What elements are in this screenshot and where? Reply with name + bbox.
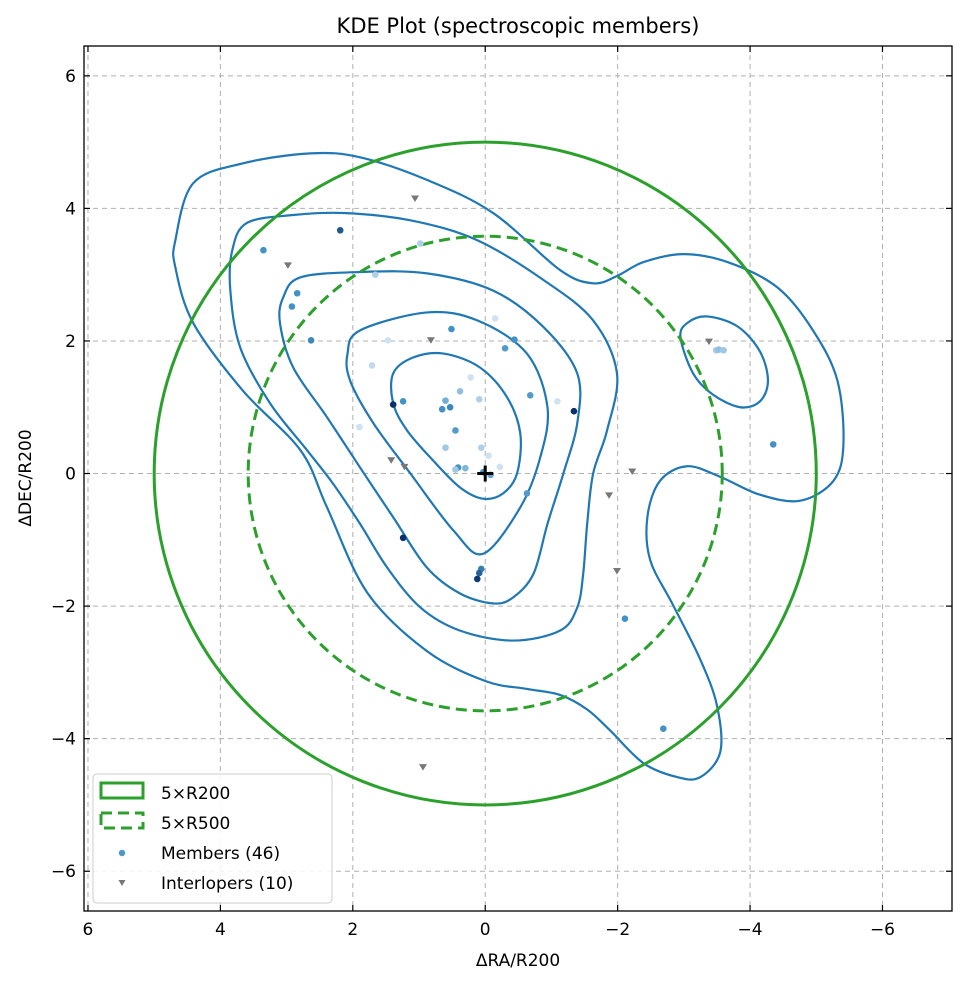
y-tick-label: 6 [65,67,76,87]
member-point [621,615,629,622]
r500-circle [246,234,724,713]
y-tick-label: 2 [65,332,76,352]
kde-contour [345,310,550,556]
interloper-point [705,338,714,346]
interloper-point [418,764,427,771]
ticks: 6 4 2 0 −2 −4 −6 −6 −4 −2 0 2 4 6 [51,46,952,940]
member-point [523,490,531,497]
member-point [467,374,474,381]
member-point [417,240,424,247]
member-point [501,344,509,352]
interloper-point [387,457,396,464]
member-point [399,534,407,542]
axes-frame [83,45,953,912]
x-tick-label: −6 [870,920,895,940]
member-point [769,441,777,448]
x-tick-label: 6 [83,920,94,940]
member-point [446,403,454,411]
legend-marker-interlopers [118,880,126,886]
member-point [452,466,459,473]
kde-contour [172,151,845,781]
interloper-point [283,262,292,269]
member-point [660,725,667,733]
member-point [372,271,379,278]
interloper-point [426,337,435,344]
member-point [456,388,464,395]
interloper-point [411,195,420,202]
interloper-point [400,463,409,471]
kde-contour [389,351,523,501]
legend-label-members: Members (46) [161,844,280,864]
legend-swatch-r200 [99,781,145,800]
member-point [496,463,504,471]
kde-contour [228,211,619,642]
y-tick-label: 4 [65,199,76,219]
plot-area [152,140,845,807]
interloper-point [605,492,614,499]
y-tick-label: −4 [51,730,76,750]
x-tick-label: 2 [347,920,358,940]
member-point [384,336,392,344]
member-point [462,464,469,472]
chart-title: KDE Plot (spectroscopic members) [337,14,700,38]
member-point [293,289,301,297]
member-point [485,452,492,459]
member-point [260,246,267,254]
member-point [452,427,459,434]
legend-frame [92,773,333,904]
member-point [511,336,518,343]
y-tick-label: −6 [51,862,76,882]
y-tick-label: −2 [51,597,76,617]
x-tick-label: −2 [605,920,630,940]
member-point [477,444,485,451]
member-point [570,407,578,415]
x-tick-label: −4 [738,920,763,940]
kde-contour [679,315,770,409]
member-point [554,397,561,405]
center-marker [477,465,494,482]
member-point [526,392,534,399]
member-point [475,569,483,577]
legend-marker-members [118,849,126,857]
member-point [438,405,446,413]
grid [84,46,952,911]
y-axis-label: ΔDEC/R200 [16,429,36,526]
y-tick-label: 0 [65,465,76,485]
member-point [720,346,727,354]
x-tick-label: 4 [215,920,226,940]
interloper-point [628,468,637,476]
legend-swatch-r500 [99,811,145,830]
x-tick-label: 0 [480,920,491,940]
legend-label-r200: 5×R200 [161,784,230,804]
legend: 5×R200 5×R500 Members (46) Interlopers (… [92,773,333,904]
member-point [336,226,344,234]
member-point [356,423,363,431]
member-point [307,336,315,344]
member-point [473,575,481,583]
kde-contour [278,270,582,605]
member-point [442,397,449,404]
x-axis-label: ΔRA/R200 [476,951,560,971]
member-point [491,315,499,322]
member-point [442,444,449,451]
legend-label-r500: 5×R500 [161,814,230,834]
member-point [368,362,376,369]
member-point [475,395,483,403]
member-point [448,325,455,333]
member-point [389,401,397,408]
member-point [288,303,296,310]
member-point [399,397,407,405]
interloper-point [612,567,621,575]
r200-circle [152,140,818,807]
legend-label-interlopers: Interlopers (10) [161,874,293,894]
